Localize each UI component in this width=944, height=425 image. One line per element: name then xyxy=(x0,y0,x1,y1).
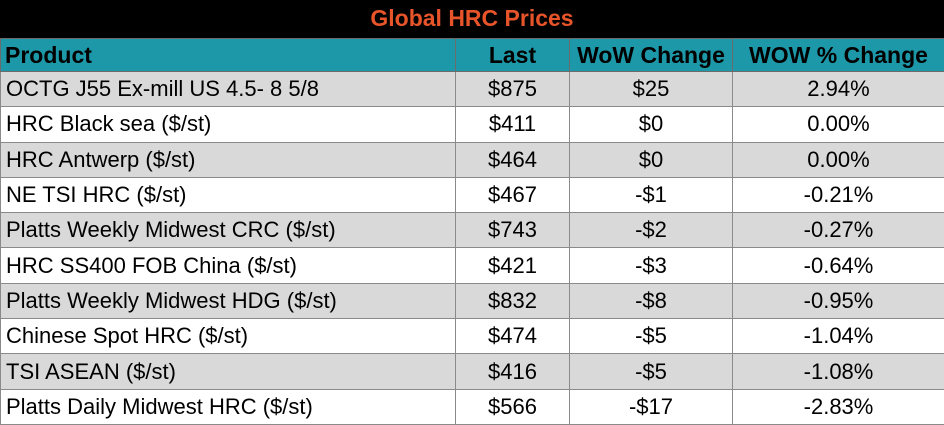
header-last: Last xyxy=(456,39,570,72)
table-row: Platts Weekly Midwest HDG ($/st) $832 -$… xyxy=(1,283,944,318)
cell-wow-pct-change: -0.27% xyxy=(733,213,944,248)
cell-product: OCTG J55 Ex-mill US 4.5- 8 5/8 xyxy=(1,72,456,107)
cell-last: $421 xyxy=(456,248,570,283)
header-wow-pct-change: WOW % Change xyxy=(733,39,944,72)
cell-product: Platts Daily Midwest HRC ($/st) xyxy=(1,389,456,424)
cell-wow-pct-change: -1.04% xyxy=(733,319,944,354)
cell-last: $411 xyxy=(456,107,570,142)
table-row: OCTG J55 Ex-mill US 4.5- 8 5/8 $875 $25 … xyxy=(1,72,944,107)
table-row: Chinese Spot HRC ($/st) $474 -$5 -1.04% xyxy=(1,319,944,354)
table-row: HRC Antwerp ($/st) $464 $0 0.00% xyxy=(1,142,944,177)
cell-last: $743 xyxy=(456,213,570,248)
hrc-prices-table: Product Last WoW Change WOW % Change OCT… xyxy=(0,38,944,425)
cell-wow-change: -$17 xyxy=(570,389,733,424)
cell-product: HRC Antwerp ($/st) xyxy=(1,142,456,177)
cell-wow-pct-change: -0.64% xyxy=(733,248,944,283)
cell-product: HRC Black sea ($/st) xyxy=(1,107,456,142)
cell-product: TSI ASEAN ($/st) xyxy=(1,354,456,389)
header-product: Product xyxy=(1,39,456,72)
cell-last: $464 xyxy=(456,142,570,177)
table-row: Platts Daily Midwest HRC ($/st) $566 -$1… xyxy=(1,389,944,424)
cell-product: Chinese Spot HRC ($/st) xyxy=(1,319,456,354)
cell-wow-change: -$1 xyxy=(570,177,733,212)
cell-wow-pct-change: -0.95% xyxy=(733,283,944,318)
table-header: Product Last WoW Change WOW % Change xyxy=(1,39,944,72)
cell-wow-pct-change: 0.00% xyxy=(733,107,944,142)
cell-last: $875 xyxy=(456,72,570,107)
header-wow-change: WoW Change xyxy=(570,39,733,72)
cell-wow-change: $0 xyxy=(570,107,733,142)
cell-product: NE TSI HRC ($/st) xyxy=(1,177,456,212)
table-row: HRC SS400 FOB China ($/st) $421 -$3 -0.6… xyxy=(1,248,944,283)
cell-wow-pct-change: -1.08% xyxy=(733,354,944,389)
cell-product: Platts Weekly Midwest CRC ($/st) xyxy=(1,213,456,248)
table-title: Global HRC Prices xyxy=(0,0,944,38)
cell-product: HRC SS400 FOB China ($/st) xyxy=(1,248,456,283)
cell-wow-change: -$2 xyxy=(570,213,733,248)
table-row: TSI ASEAN ($/st) $416 -$5 -1.08% xyxy=(1,354,944,389)
cell-last: $474 xyxy=(456,319,570,354)
cell-wow-change: $0 xyxy=(570,142,733,177)
cell-last: $416 xyxy=(456,354,570,389)
table-row: Platts Weekly Midwest CRC ($/st) $743 -$… xyxy=(1,213,944,248)
table-row: NE TSI HRC ($/st) $467 -$1 -0.21% xyxy=(1,177,944,212)
cell-wow-pct-change: 2.94% xyxy=(733,72,944,107)
cell-wow-pct-change: -2.83% xyxy=(733,389,944,424)
table-row: HRC Black sea ($/st) $411 $0 0.00% xyxy=(1,107,944,142)
cell-wow-change: -$3 xyxy=(570,248,733,283)
cell-wow-change: -$5 xyxy=(570,354,733,389)
cell-wow-pct-change: -0.21% xyxy=(733,177,944,212)
cell-last: $832 xyxy=(456,283,570,318)
cell-wow-change: -$8 xyxy=(570,283,733,318)
cell-last: $467 xyxy=(456,177,570,212)
header-row: Product Last WoW Change WOW % Change xyxy=(1,39,944,72)
table-body: OCTG J55 Ex-mill US 4.5- 8 5/8 $875 $25 … xyxy=(1,72,944,425)
cell-wow-pct-change: 0.00% xyxy=(733,142,944,177)
cell-last: $566 xyxy=(456,389,570,424)
cell-wow-change: $25 xyxy=(570,72,733,107)
cell-product: Platts Weekly Midwest HDG ($/st) xyxy=(1,283,456,318)
cell-wow-change: -$5 xyxy=(570,319,733,354)
